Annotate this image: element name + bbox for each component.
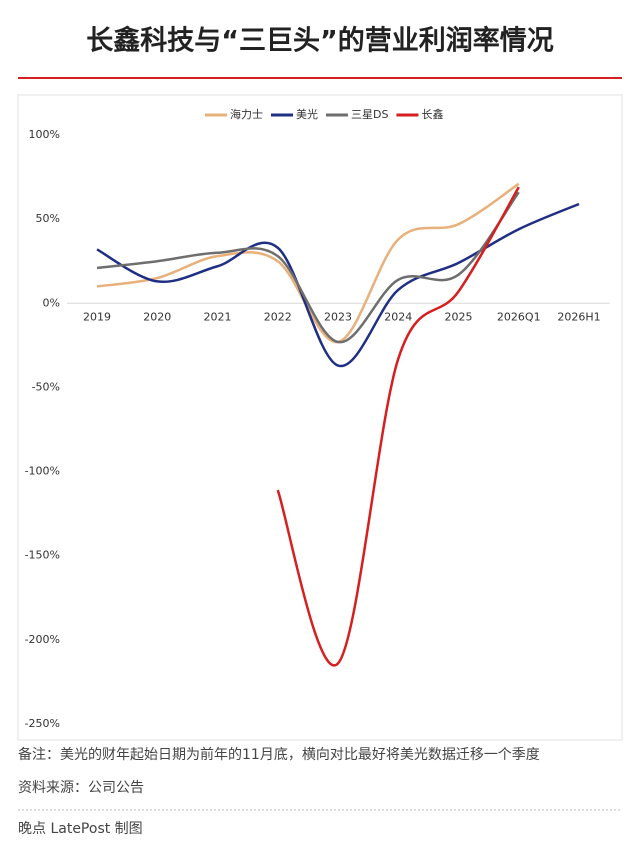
series-line [96, 182, 520, 344]
x-tick-label: 2021 [204, 310, 232, 323]
chart-frame [17, 94, 623, 741]
y-tick-label: 100% [29, 128, 60, 141]
x-tick-label: 2022 [264, 310, 292, 323]
plot: -250% -200% -150% -100% -50% 0% 50% 100% 2019 202… [25, 107, 610, 730]
y-tick-label: 0% [43, 296, 60, 309]
x-tick-label: 2020 [143, 310, 171, 323]
legend-label: 海力士 [230, 107, 263, 121]
y-tick-label: 50% [36, 212, 60, 225]
legend-label: 长鑫 [421, 107, 443, 121]
title: 长鑫科技与“三巨头”的营业利润率情况 [86, 25, 554, 57]
y-tick-label: -200% [25, 633, 60, 646]
series-line [96, 191, 520, 344]
x-tick-label: 2026Q1 [497, 310, 541, 323]
credit: 晚点 LatePost 制图 [18, 821, 143, 837]
x-tick-label: 2024 [384, 310, 412, 323]
series-line [96, 202, 580, 368]
note: 备注：美光的财年起始日期为前年的11月底，横向对比最好将美光数据迁移一个季度 [18, 746, 540, 763]
x-tick-label: 2025 [445, 310, 473, 323]
x-tick-label: 2019 [83, 310, 111, 323]
series-line [276, 186, 520, 667]
legend-label: 三星DS [351, 108, 388, 121]
y-tick-label: -150% [25, 549, 60, 562]
y-tick-label: -50% [32, 380, 60, 393]
x-tick-label: 2023 [324, 310, 352, 323]
legend-label: 美光 [296, 107, 318, 121]
source: 资料来源：公司公告 [18, 780, 144, 796]
y-tick-label: -100% [25, 465, 60, 478]
x-tick-label: 2026H1 [557, 310, 600, 323]
y-tick-label: -250% [25, 717, 60, 730]
